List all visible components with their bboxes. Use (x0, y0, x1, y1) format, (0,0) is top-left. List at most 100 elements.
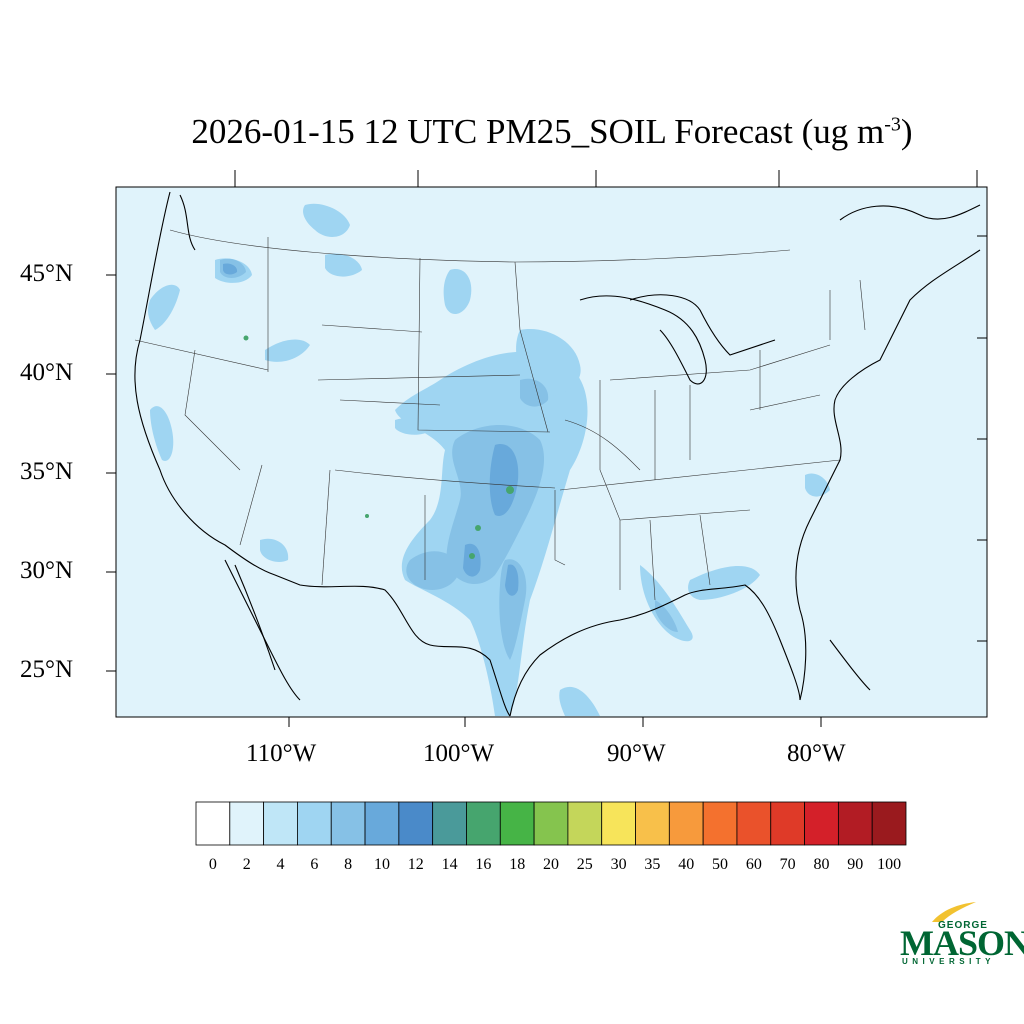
colorbar (195, 801, 907, 846)
colorbar-swatch (837, 801, 873, 846)
map-title: 2026-01-15 12 UTC PM25_SOIL Forecast (ug… (0, 112, 1024, 152)
gulf-plume-2 (688, 565, 760, 600)
line-36-5n (559, 459, 841, 491)
lon-label-80: 80°W (787, 740, 846, 767)
colorbar-swatch (499, 801, 535, 846)
colorbar-label: 2 (242, 856, 251, 873)
lake-michigan (579, 295, 707, 385)
colorado-plume (395, 418, 432, 435)
nevada-arizona (239, 464, 263, 546)
gulf-plume-3 (559, 686, 600, 716)
logo-mason: MASON (900, 923, 1024, 963)
ohio-line (609, 344, 831, 381)
gulf-of-california (234, 564, 276, 671)
colorbar-label: 100 (877, 856, 902, 873)
colorbar-label: 6 (310, 856, 319, 873)
texas-dark-plume-1 (463, 543, 481, 577)
colorbar-label: 80 (813, 856, 830, 873)
idaho-plume (265, 339, 310, 362)
colorbar-label: 25 (576, 856, 593, 873)
colorado-north (339, 399, 441, 406)
colorbar-swatch (601, 801, 636, 846)
east-coast (795, 249, 981, 701)
colorbar-label: 35 (644, 856, 661, 873)
colorbar-swatch (736, 801, 772, 846)
pennsylvania-south (749, 394, 821, 411)
colorbar-swatch (432, 801, 467, 846)
colorbar-label: 70 (779, 856, 796, 873)
lon-ticks (234, 170, 978, 727)
colorbar-label: 8 (344, 856, 353, 873)
line-41n (317, 374, 521, 381)
texas-west-plume (406, 551, 460, 590)
lat-label-45: 45°N (20, 260, 74, 287)
texas-dark-plume-2 (505, 564, 519, 596)
california-plume (150, 406, 174, 461)
state-boundaries (134, 229, 866, 601)
colorbar-swatch (330, 801, 366, 846)
missouri-east (564, 419, 641, 471)
wyoming-north (321, 324, 423, 333)
canada-border (169, 229, 791, 263)
concentration-fields (134, 191, 981, 717)
logo-university: UNIVERSITY (902, 957, 996, 966)
colorbar-swatch (804, 801, 839, 846)
colorbar-label: 30 (610, 856, 627, 873)
plumes-level-6-10 (223, 263, 519, 596)
hotspot-5 (365, 514, 369, 518)
mississippi-river (599, 380, 621, 590)
lat-label-25: 25°N (20, 656, 74, 683)
hotspot-1 (506, 486, 514, 494)
colorbar-label: 14 (441, 856, 458, 873)
title-exponent: -3 (884, 113, 901, 136)
puget-sound (179, 194, 196, 251)
colorbar-swatch (398, 801, 434, 846)
lon-label-90: 90°W (607, 740, 666, 767)
lon-label-110: 110°W (246, 740, 317, 767)
cuba-coast (829, 639, 871, 691)
west-coast (134, 191, 511, 717)
colorbar-swatch (871, 801, 907, 846)
plains-vertical (417, 257, 551, 433)
colorbar-label: 0 (208, 856, 217, 873)
lat-label-30: 30°N (20, 557, 74, 584)
map-frame (115, 186, 988, 718)
colorbar-swatch (466, 801, 501, 846)
lat-label-35: 35°N (20, 458, 74, 485)
great-lakes (629, 294, 776, 356)
gulf-coast (509, 584, 801, 717)
gulf-core-plume (655, 600, 678, 632)
colorbar-label: 10 (373, 856, 390, 873)
title-close: ) (900, 112, 913, 151)
arizona-plume (260, 538, 289, 562)
canada-coast (839, 204, 981, 221)
colorbar-label: 4 (276, 856, 285, 873)
colorbar-label: 12 (407, 856, 424, 873)
carolina-plume (805, 473, 830, 497)
lon-label-100: 100°W (423, 740, 495, 767)
lat-ticks (106, 235, 987, 672)
logo-george: GEORGE (938, 920, 988, 931)
colorbar-swatch (195, 801, 231, 846)
oklahoma-dark-plume (489, 444, 519, 516)
nevada-california (184, 349, 241, 471)
coastlines (134, 191, 981, 717)
arizona-newmexico (321, 469, 331, 586)
colorbar-swatch (297, 801, 332, 846)
colorbar-swatch (533, 801, 569, 846)
colorbar-label: 16 (475, 856, 492, 873)
plumes-hotspots (243, 335, 514, 559)
gmu-logo: GEORGE MASON UNIVERSITY (898, 900, 1024, 970)
oregon-plume (147, 284, 180, 330)
colorbar-swatch (770, 801, 805, 846)
colorbar-swatch (364, 801, 400, 846)
alabama-georgia (649, 514, 711, 601)
colorbar-label: 20 (543, 856, 559, 873)
minnesota-iowa (514, 261, 549, 433)
logo-swoosh (932, 902, 976, 922)
kansas-plume (520, 378, 549, 407)
colorbar-swatch (668, 801, 704, 846)
colorbar-label: 40 (678, 856, 695, 873)
wyoming-plume (325, 253, 362, 277)
